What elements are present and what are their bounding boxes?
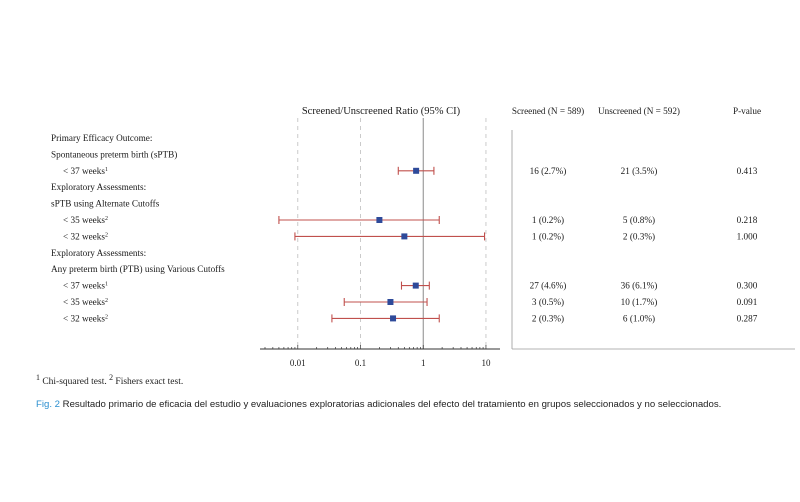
row-label-superscript: 2	[105, 216, 108, 222]
x-tick-label-1: 0.01	[290, 358, 306, 368]
row-label: < 35 weeks2	[63, 215, 108, 225]
row-header-label: Any preterm birth (PTB) using Various Cu…	[51, 264, 225, 274]
p-value: 0.091	[737, 297, 758, 307]
column-header-2: Unscreened (N = 592)	[598, 106, 680, 116]
footnote-text-2: Fishers exact test.	[113, 377, 184, 388]
unscreened-value: 10 (1.7%)	[621, 297, 658, 307]
footnote: 1 Chi-squared test. 2 Fishers exact test…	[36, 373, 183, 387]
column-header-1: Screened (N = 589)	[512, 106, 584, 116]
screened-value: 2 (0.3%)	[532, 313, 564, 323]
row-label: < 37 weeks1	[63, 166, 108, 176]
row-label: < 32 weeks2	[63, 231, 108, 241]
point-estimate	[401, 233, 408, 240]
x-tick-label-3: 1	[421, 358, 426, 368]
chart-title: Screened/Unscreened Ratio (95% CI)	[302, 106, 461, 117]
screened-value: 27 (4.6%)	[530, 281, 567, 291]
p-value: 0.413	[737, 166, 758, 176]
p-value: 0.218	[737, 215, 758, 225]
row-header-label: Exploratory Assessments:	[51, 248, 146, 258]
footnote-mark-2: 2	[109, 373, 114, 382]
row-label-superscript: 2	[105, 298, 108, 304]
screened-value: 1 (0.2%)	[532, 231, 564, 241]
row-label-superscript: 1	[105, 282, 108, 288]
unscreened-value: 5 (0.8%)	[623, 215, 655, 225]
unscreened-value: 6 (1.0%)	[623, 313, 655, 323]
footnote-text-1: Chi-squared test.	[39, 377, 110, 388]
caption-text: Resultado primario de eficacia del estud…	[60, 399, 722, 410]
row-header-label: Spontaneous preterm birth (sPTB)	[51, 149, 177, 159]
p-value: 0.300	[737, 281, 758, 291]
row-label-superscript: 1	[105, 167, 108, 173]
unscreened-value: 21 (3.5%)	[621, 166, 658, 176]
screened-value: 16 (2.7%)	[530, 166, 567, 176]
column-header-3: P-value	[733, 106, 761, 116]
point-estimate	[387, 299, 394, 305]
screened-value: 3 (0.5%)	[532, 297, 564, 307]
row-label: < 35 weeks2	[63, 297, 108, 307]
row-header-label: Primary Efficacy Outcome:	[51, 133, 152, 143]
row-label-superscript: 2	[105, 232, 108, 238]
row-label-superscript: 2	[105, 314, 108, 320]
point-estimate	[412, 282, 419, 289]
unscreened-value: 2 (0.3%)	[623, 231, 655, 241]
unscreened-value: 36 (6.1%)	[621, 281, 658, 291]
point-estimate	[413, 167, 420, 174]
point-estimate	[390, 315, 397, 322]
row-label: < 37 weeks1	[63, 281, 108, 291]
figure-caption: Fig. 2 Resultado primario de eficacia de…	[36, 399, 721, 410]
row-header-label: sPTB using Alternate Cutoffs	[51, 199, 160, 209]
x-tick-label-4: 10	[481, 358, 491, 368]
figure-label: Fig. 2	[36, 399, 60, 410]
point-estimate	[376, 217, 383, 223]
row-label: < 32 weeks2	[63, 313, 108, 323]
screened-value: 1 (0.2%)	[532, 215, 564, 225]
p-value: 1.000	[737, 231, 758, 241]
p-value: 0.287	[737, 313, 758, 323]
x-tick-label-2: 0.1	[355, 358, 366, 368]
footnote-mark-1: 1	[36, 373, 40, 382]
row-header-label: Exploratory Assessments:	[51, 182, 146, 192]
forest-plot: Screened/Unscreened Ratio (95% CI) Screen…	[51, 106, 795, 368]
